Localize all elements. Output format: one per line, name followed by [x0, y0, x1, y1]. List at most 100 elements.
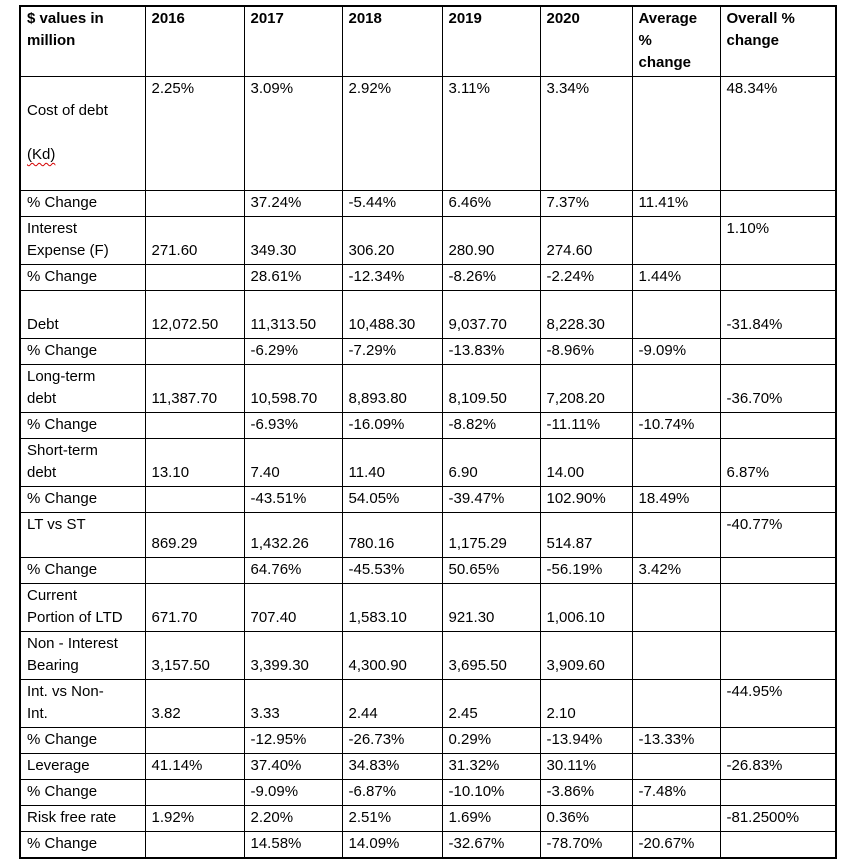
row-label-cell: % Change	[19, 779, 146, 806]
value-cell-2019: 8,109.50	[441, 364, 541, 413]
value-cell-2017: 10,598.70	[243, 364, 343, 413]
header-2017: 2017	[243, 5, 343, 77]
overall-change-cell: -40.77%	[719, 512, 837, 558]
value-cell-2018: 4,300.90	[341, 631, 443, 680]
avg-change-cell	[631, 76, 721, 191]
value-cell-2019: 2.45	[441, 679, 541, 728]
row-label-cell: Current Portion of LTD	[19, 583, 146, 632]
row-label-cell: % Change	[19, 338, 146, 365]
avg-change-cell: 18.49%	[631, 486, 721, 513]
avg-change-cell: 1.44%	[631, 264, 721, 291]
value-cell-2016	[144, 486, 245, 513]
value-cell-2020: 3,909.60	[539, 631, 633, 680]
value-cell-2019: -10.10%	[441, 779, 541, 806]
row-label-cell: LT vs ST	[19, 512, 146, 558]
avg-change-cell	[631, 364, 721, 413]
row-pct-change: % Change 37.24% -5.44% 6.46% 7.37% 11.41…	[19, 190, 837, 217]
avg-change-cell	[631, 290, 721, 339]
value-cell-2016: 671.70	[144, 583, 245, 632]
row-interest-expense: Interest Expense (F) 271.60 349.30 306.2…	[19, 216, 837, 265]
row-label-cell: Long-term debt	[19, 364, 146, 413]
overall-change-cell: -81.2500%	[719, 805, 837, 832]
overall-change-cell: 1.10%	[719, 216, 837, 265]
value-cell-2017: -6.29%	[243, 338, 343, 365]
value-cell-2020: 7.37%	[539, 190, 633, 217]
value-cell-2017: 349.30	[243, 216, 343, 265]
value-cell-2020: 8,228.30	[539, 290, 633, 339]
row-debt: Debt 12,072.50 11,313.50 10,488.30 9,037…	[19, 290, 837, 339]
value-cell-2017: -9.09%	[243, 779, 343, 806]
overall-change-cell	[719, 779, 837, 806]
overall-change-cell	[719, 583, 837, 632]
row-label-cell: Interest Expense (F)	[19, 216, 146, 265]
avg-change-cell	[631, 679, 721, 728]
overall-change-cell	[719, 727, 837, 754]
row-pct-change: % Change 64.76% -45.53% 50.65% -56.19% 3…	[19, 557, 837, 584]
row-pct-change: % Change -6.29% -7.29% -13.83% -8.96% -9…	[19, 338, 837, 365]
value-cell-2017: 7.40	[243, 438, 343, 487]
value-cell-2017: 64.76%	[243, 557, 343, 584]
row-label-cell: Non - Interest Bearing	[19, 631, 146, 680]
row-long-term-debt: Long-term debt 11,387.70 10,598.70 8,893…	[19, 364, 837, 413]
value-cell-2018: -45.53%	[341, 557, 443, 584]
header-2018: 2018	[341, 5, 443, 77]
row-label-cell: Debt	[19, 290, 146, 339]
value-cell-2019: 3,695.50	[441, 631, 541, 680]
row-label-cell: Leverage	[19, 753, 146, 780]
value-cell-2017: 2.20%	[243, 805, 343, 832]
value-cell-2018: -26.73%	[341, 727, 443, 754]
value-cell-2020: -78.70%	[539, 831, 633, 859]
value-cell-2020: -11.11%	[539, 412, 633, 439]
value-cell-2017: 11,313.50	[243, 290, 343, 339]
row-label-cell: Risk free rate	[19, 805, 146, 832]
row-label-cell: % Change	[19, 831, 146, 859]
row-risk-free-rate: Risk free rate 1.92% 2.20% 2.51% 1.69% 0…	[19, 805, 837, 832]
value-cell-2016	[144, 557, 245, 584]
value-cell-2017: 3.09%	[243, 76, 343, 191]
value-cell-2019: -39.47%	[441, 486, 541, 513]
value-cell-2019: 31.32%	[441, 753, 541, 780]
value-cell-2018: 780.16	[341, 512, 443, 558]
value-cell-2016: 869.29	[144, 512, 245, 558]
header-values-in-million: $ values in million	[19, 5, 146, 77]
row-label-cell: % Change	[19, 412, 146, 439]
row-pct-change: % Change 14.58% 14.09% -32.67% -78.70% -…	[19, 831, 837, 859]
value-cell-2019: 280.90	[441, 216, 541, 265]
value-cell-2018: 2.51%	[341, 805, 443, 832]
value-cell-2020: -56.19%	[539, 557, 633, 584]
value-cell-2018: -5.44%	[341, 190, 443, 217]
value-cell-2020: 514.87	[539, 512, 633, 558]
header-row: $ values in million 2016 2017 2018 2019 …	[19, 5, 837, 77]
row-label-cell: Cost of debt (Kd)	[19, 76, 146, 191]
value-cell-2020: 274.60	[539, 216, 633, 265]
value-cell-2018: 54.05%	[341, 486, 443, 513]
row-label-cell: % Change	[19, 486, 146, 513]
value-cell-2018: 1,583.10	[341, 583, 443, 632]
value-cell-2016: 3,157.50	[144, 631, 245, 680]
overall-change-cell: -36.70%	[719, 364, 837, 413]
value-cell-2016: 13.10	[144, 438, 245, 487]
value-cell-2018: 2.92%	[341, 76, 443, 191]
value-cell-2016: 41.14%	[144, 753, 245, 780]
value-cell-2016	[144, 264, 245, 291]
value-cell-2018: 2.44	[341, 679, 443, 728]
row-label-cell: % Change	[19, 557, 146, 584]
value-cell-2020: -8.96%	[539, 338, 633, 365]
value-cell-2016	[144, 412, 245, 439]
value-cell-2019: 1,175.29	[441, 512, 541, 558]
value-cell-2017: 1,432.26	[243, 512, 343, 558]
avg-change-cell	[631, 631, 721, 680]
value-cell-2016	[144, 727, 245, 754]
value-cell-2020: 14.00	[539, 438, 633, 487]
overall-change-cell: -44.95%	[719, 679, 837, 728]
value-cell-2018: 306.20	[341, 216, 443, 265]
value-cell-2018: 34.83%	[341, 753, 443, 780]
row-pct-change: % Change -43.51% 54.05% -39.47% 102.90% …	[19, 486, 837, 513]
row-label-cell: % Change	[19, 264, 146, 291]
overall-change-cell: 48.34%	[719, 76, 837, 191]
value-cell-2017: 3.33	[243, 679, 343, 728]
value-cell-2019: 6.46%	[441, 190, 541, 217]
value-cell-2016: 12,072.50	[144, 290, 245, 339]
header-overall-change: Overall % change	[719, 5, 837, 77]
row-current-portion-ltd: Current Portion of LTD 671.70 707.40 1,5…	[19, 583, 837, 632]
